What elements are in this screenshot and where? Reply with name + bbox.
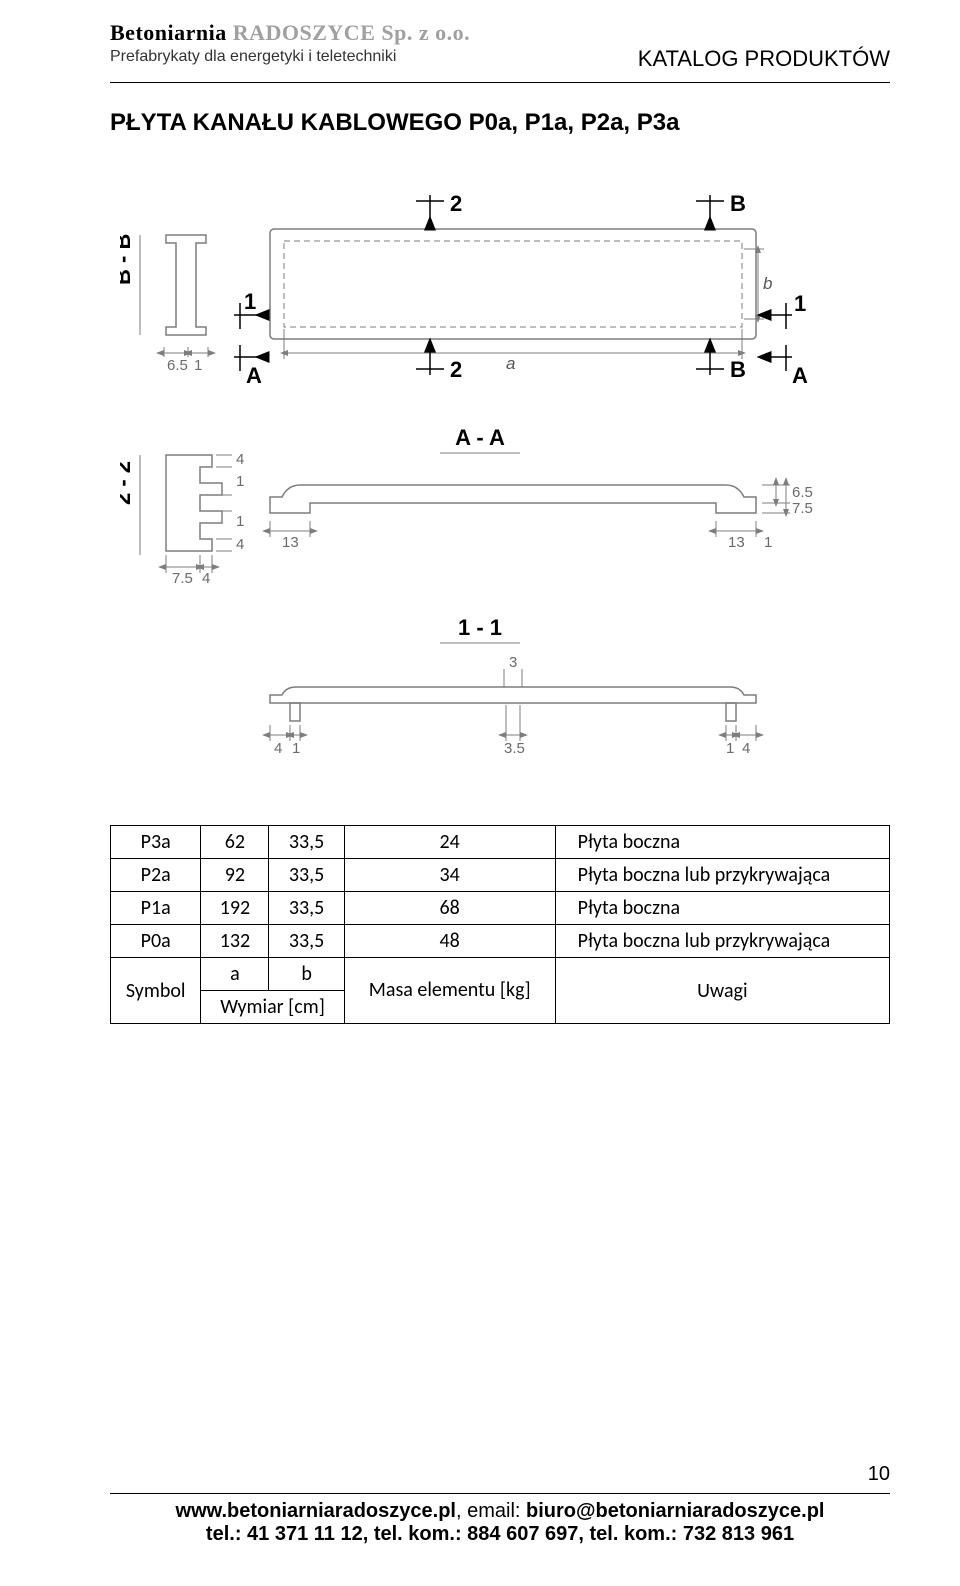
col-a: a [201,958,269,991]
spec-table-body: P3a6233,524Płyta bocznaP2a9233,534Płyta … [111,826,890,958]
cell-mass: 34 [344,859,555,892]
svg-text:6.5: 6.5 [167,357,188,374]
diagram: .thin { stroke:#7d7d7d; stroke-width:1; … [110,165,890,785]
company-word: Betoniarnia [110,20,227,45]
svg-text:1: 1 [292,740,300,757]
cell-b: 33,5 [269,925,344,958]
cell-sym: P3a [111,826,201,859]
spec-table: P3a6233,524Płyta bocznaP2a9233,534Płyta … [110,825,890,1024]
footer-sep: , email: [456,1500,526,1522]
svg-text:1: 1 [236,473,244,490]
svg-text:2: 2 [450,191,462,216]
svg-text:B - B: B - B [120,234,135,285]
svg-text:3: 3 [509,654,517,671]
table-row: P3a6233,524Płyta boczna [111,826,890,859]
cell-sym: P0a [111,925,201,958]
svg-text:13: 13 [282,534,299,551]
cell-mass: 48 [344,925,555,958]
svg-text:A: A [246,363,262,388]
catalog-title: KATALOG PRODUKTÓW [638,46,890,72]
cell-note: Płyta boczna [555,826,889,859]
svg-text:2: 2 [450,357,462,382]
cell-b: 33,5 [269,826,344,859]
svg-text:3.5: 3.5 [504,740,525,757]
cell-sym: P1a [111,892,201,925]
cell-a: 132 [201,925,269,958]
cell-note: Płyta boczna lub przykrywająca [555,925,889,958]
svg-text:2 - 2: 2 - 2 [120,461,135,505]
svg-text:4: 4 [742,740,750,757]
header-rule [110,82,890,83]
svg-text:1: 1 [194,357,202,374]
cell-b: 33,5 [269,892,344,925]
svg-text:1: 1 [794,291,806,316]
svg-text:4: 4 [236,536,244,553]
technical-drawing: .thin { stroke:#7d7d7d; stroke-width:1; … [120,165,880,785]
svg-text:1: 1 [236,513,244,530]
col-dim-unit: Wymiar [cm] [201,991,344,1024]
table-row: P0a13233,548Płyta boczna lub przykrywają… [111,925,890,958]
cell-sym: P2a [111,859,201,892]
cell-a: 62 [201,826,269,859]
col-symbol: Symbol [111,958,201,1024]
col-mass: Masa elementu [kg] [344,958,555,1024]
footer-line-2: tel.: 41 371 11 12, tel. kom.: 884 607 6… [110,1523,890,1546]
product-title: PŁYTA KANAŁU KABLOWEGO P0a, P1a, P2a, P3… [110,109,890,137]
svg-text:13: 13 [728,534,745,551]
cell-mass: 68 [344,892,555,925]
footer-url: www.betoniarniaradoszyce.pl [176,1500,456,1522]
svg-text:1: 1 [244,289,256,314]
cell-note: Płyta boczna [555,892,889,925]
table-row: P1a19233,568Płyta boczna [111,892,890,925]
svg-text:4: 4 [274,740,282,757]
cell-b: 33,5 [269,859,344,892]
svg-text:B: B [730,357,746,382]
footer: www.betoniarniaradoszyce.pl, email: biur… [110,1485,890,1546]
company-name: Betoniarnia RADOSZYCE Sp. z o.o. [110,20,470,46]
svg-text:b: b [763,274,772,293]
footer-rule [110,1493,890,1494]
svg-text:7.5: 7.5 [792,500,813,517]
cell-mass: 24 [344,826,555,859]
svg-text:a: a [506,354,515,373]
company-suffix: RADOSZYCE Sp. z o.o. [227,20,470,45]
svg-text:7.5: 7.5 [172,570,193,587]
table-header-row: Symbol a b Masa elementu [kg] Uwagi [111,958,890,991]
page-number: 10 [868,1463,890,1486]
cell-note: Płyta boczna lub przykrywająca [555,859,889,892]
svg-text:6.5: 6.5 [792,484,813,501]
cell-a: 92 [201,859,269,892]
footer-phones: tel.: 41 371 11 12, tel. kom.: 884 607 6… [206,1523,794,1545]
col-notes: Uwagi [555,958,889,1024]
cell-a: 192 [201,892,269,925]
company-tagline: Prefabrykaty dla energetyki i teletechni… [110,48,470,66]
svg-text:1: 1 [726,740,734,757]
table-row: P2a9233,534Płyta boczna lub przykrywając… [111,859,890,892]
footer-email: biuro@betoniarniaradoszyce.pl [526,1500,824,1522]
svg-text:1 - 1: 1 - 1 [458,615,502,640]
svg-text:A: A [792,363,808,388]
svg-text:B: B [730,191,746,216]
footer-line-1: www.betoniarniaradoszyce.pl, email: biur… [110,1500,890,1523]
svg-text:1: 1 [764,534,772,551]
svg-text:4: 4 [202,570,210,587]
svg-text:A - A: A - A [455,425,505,450]
svg-text:4: 4 [236,451,244,468]
logo-block: Betoniarnia RADOSZYCE Sp. z o.o. Prefabr… [110,20,470,66]
col-b: b [269,958,344,991]
